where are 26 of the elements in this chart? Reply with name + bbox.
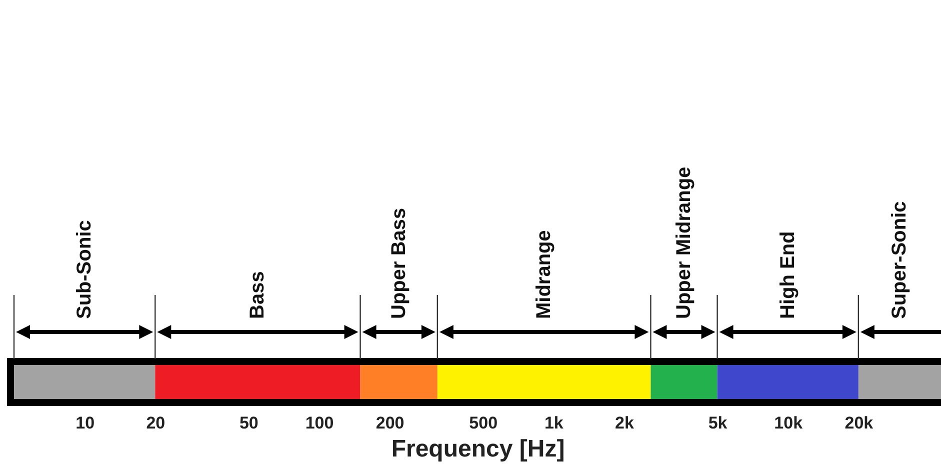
x-tick-label: 20 xyxy=(146,414,166,432)
x-tick-label: 10k xyxy=(774,414,804,432)
x-tick-label: 200 xyxy=(376,414,404,432)
bar xyxy=(650,365,718,399)
text: Upper Midrange xyxy=(673,166,696,319)
x-tick-label: 100 xyxy=(305,414,334,432)
x-tick-label: 20k xyxy=(844,414,874,432)
text: Super-Sonic xyxy=(888,201,911,319)
bar xyxy=(858,365,941,399)
text: Upper Bass xyxy=(388,208,410,319)
bar xyxy=(155,365,360,399)
x-tick-label: 1k xyxy=(544,414,564,432)
x-axis-title: Frequency [Hz] xyxy=(391,436,565,462)
x-tick-label: 50 xyxy=(239,414,258,432)
text: Midrange xyxy=(533,230,556,319)
text: High End xyxy=(776,231,799,319)
x-tick-label: 500 xyxy=(469,414,498,432)
bar xyxy=(14,365,156,399)
x-tick-label: 2k xyxy=(615,414,634,432)
x-tick-label: 5k xyxy=(708,414,728,432)
x-tick-label: 10 xyxy=(76,414,95,432)
bar xyxy=(717,365,858,399)
text: Bass xyxy=(246,271,269,319)
bar xyxy=(437,365,651,399)
text: Sub-Sonic xyxy=(74,220,96,319)
bar xyxy=(360,365,438,399)
